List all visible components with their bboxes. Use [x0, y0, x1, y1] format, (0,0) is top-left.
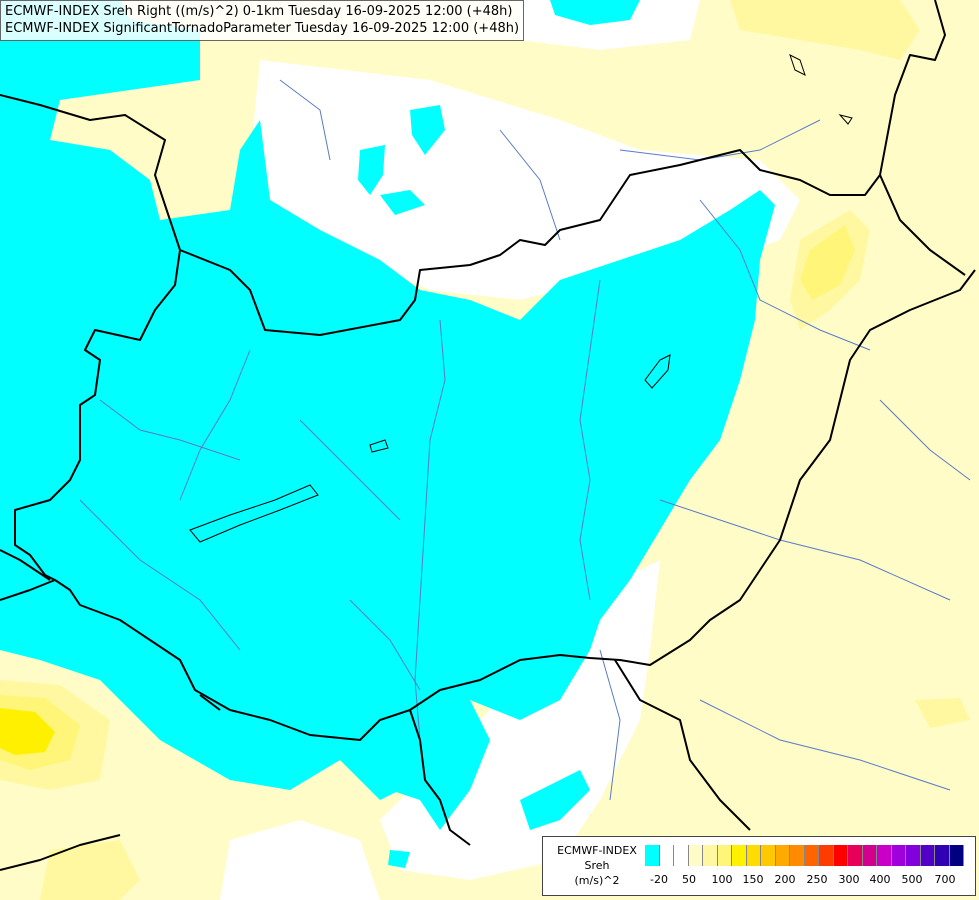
legend-swatch [891, 845, 906, 866]
legend-swatch [688, 845, 703, 866]
cyan-blob-east [390, 700, 490, 830]
cyan-region [0, 0, 775, 800]
legend-swatch [804, 845, 819, 866]
legend-tick-label: 700 [934, 873, 956, 886]
legend-ticks: -20 50 100 150 200 250 300 400 500 700 [645, 873, 975, 889]
cyan-blob-north2 [358, 145, 385, 195]
legend-swatch [703, 845, 718, 866]
title-line-2: ECMWF-INDEX SignificantTornadoParameter … [5, 21, 520, 36]
title-line-1: ECMWF-INDEX Sreh Right ((m/s)^2) 0-1km T… [5, 4, 513, 19]
legend-swatch [775, 845, 790, 866]
legend-tick-label: 200 [774, 873, 796, 886]
legend-swatch [877, 845, 892, 866]
legend-swatch [862, 845, 877, 866]
legend-title-line-1: ECMWF-INDEX [557, 844, 637, 857]
legend-swatch [935, 845, 950, 866]
legend-swatch [746, 845, 761, 866]
legend-swatch [920, 845, 935, 866]
yellow-area-northeast [730, 0, 920, 60]
country-borders [0, 0, 976, 871]
legend-swatch [906, 845, 921, 866]
legend-swatch [659, 845, 674, 866]
cyan-blob-southeast [520, 770, 590, 830]
legend-swatch [717, 845, 732, 866]
legend-tick-label: 50 [682, 873, 696, 886]
cyan-blob-top [550, 0, 640, 25]
cyan-blob-small [388, 850, 410, 868]
legend-tick-label: 500 [901, 873, 923, 886]
legend-tick-label: 400 [869, 873, 891, 886]
legend-tick-label: -20 [650, 873, 668, 886]
lakes [189, 54, 853, 543]
legend-swatch [645, 845, 660, 866]
white-zone-southwest [220, 820, 380, 900]
cyan-blob-north3 [380, 190, 425, 215]
color-legend: ECMWF-INDEX Sreh (m/s)^2 -20 50 100 150 200 2… [542, 836, 976, 896]
legend-swatch [833, 845, 848, 866]
yellow-area-southwest-core [0, 708, 55, 755]
legend-swatch [761, 845, 776, 866]
legend-swatch [848, 845, 863, 866]
yellow-area-east-small [915, 698, 970, 728]
legend-title: ECMWF-INDEX Sreh (m/s)^2 [547, 843, 647, 888]
legend-tick-label: 100 [711, 873, 733, 886]
legend-tick-label: 300 [838, 873, 860, 886]
legend-swatch [790, 845, 805, 866]
map-title: ECMWF-INDEX Sreh Right ((m/s)^2) 0-1km T… [0, 0, 525, 41]
legend-swatch [732, 845, 747, 866]
legend-tick-label: 150 [742, 873, 764, 886]
yellow-area-east-inner [800, 225, 855, 300]
legend-swatch [819, 845, 834, 866]
white-zone-north [250, 60, 800, 300]
cyan-blob-north [410, 105, 445, 155]
legend-swatch [949, 845, 964, 866]
legend-title-line-3: (m/s)^2 [574, 874, 620, 887]
legend-swatches [645, 845, 964, 866]
yellow-area-south [40, 840, 140, 900]
legend-swatch [674, 845, 689, 866]
legend-tick-label: 250 [806, 873, 828, 886]
legend-title-line-2: Sreh [584, 859, 610, 872]
